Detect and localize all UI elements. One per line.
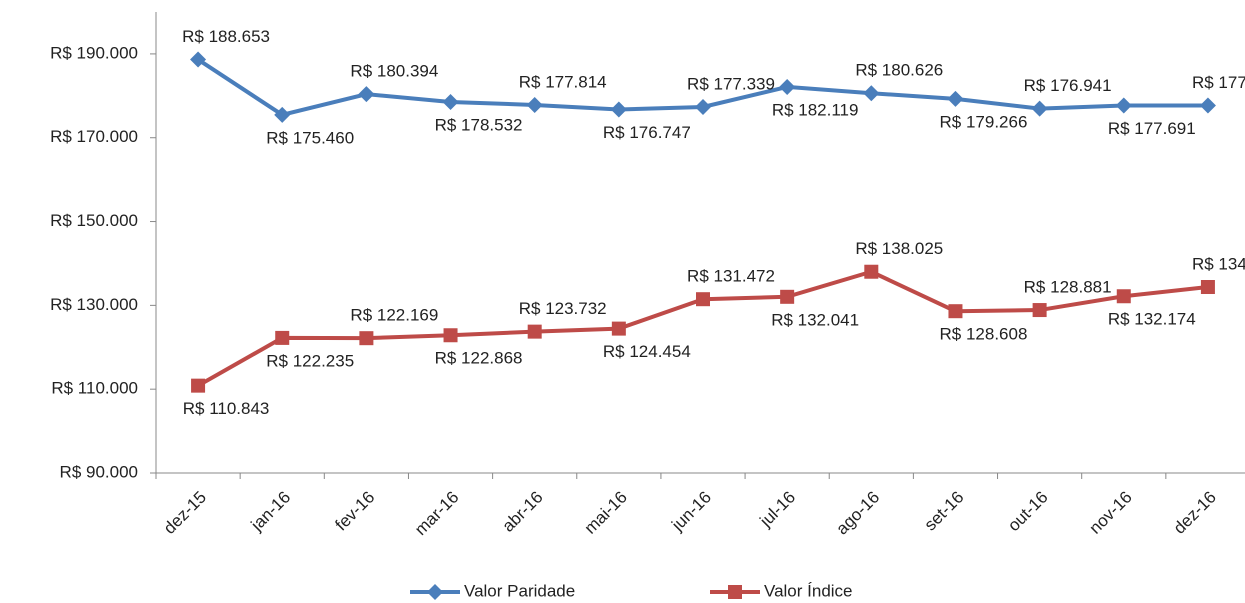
- x-tick-label: set-16: [921, 488, 968, 535]
- x-tick-label: jan-16: [247, 488, 295, 536]
- point: [1031, 100, 1048, 117]
- value-label: R$ 131.472: [687, 267, 775, 286]
- point: [1115, 97, 1132, 114]
- y-tick-label: R$ 90.000: [60, 462, 138, 481]
- x-tick-label: jul-16: [756, 488, 800, 532]
- value-label: R$ 123.732: [519, 299, 607, 318]
- point: [779, 78, 796, 95]
- x-tick-label: jun-16: [667, 488, 715, 536]
- y-tick-label: R$ 150.000: [50, 211, 138, 230]
- x-tick-label: mai-16: [581, 488, 631, 538]
- point: [526, 96, 543, 113]
- value-label: R$ 176.941: [1024, 76, 1112, 95]
- point: [947, 90, 964, 107]
- point: [190, 51, 207, 68]
- value-label: R$ 177.814: [519, 72, 607, 91]
- x-tick-label: fev-16: [332, 488, 379, 535]
- value-label: R$ 124.454: [603, 342, 691, 361]
- value-label: R$ 179.266: [940, 112, 1028, 131]
- x-tick-label: nov-16: [1086, 488, 1136, 538]
- value-label: R$ 128.881: [1024, 278, 1112, 297]
- value-label: R$ 128.608: [940, 325, 1028, 344]
- value-label: R$ 110.843: [183, 399, 270, 418]
- point: [780, 289, 795, 304]
- point: [1199, 97, 1216, 114]
- point: [611, 321, 626, 336]
- point: [275, 330, 290, 345]
- y-tick-label: R$ 190.000: [50, 43, 138, 62]
- point: [1032, 303, 1047, 318]
- point: [1200, 280, 1215, 295]
- y-tick-label: R$ 170.000: [50, 127, 138, 146]
- value-label: R$ 122.169: [350, 306, 438, 325]
- point: [696, 292, 710, 307]
- point: [191, 378, 206, 393]
- value-label: R$ 132.174: [1108, 310, 1196, 329]
- x-tick-label: abr-16: [499, 488, 547, 536]
- value-label: R$ 122.235: [266, 351, 354, 370]
- value-label: R$ 132.041: [771, 310, 859, 329]
- point: [948, 304, 963, 319]
- value-label: R$ 175.460: [266, 128, 354, 147]
- point: [1116, 289, 1131, 304]
- value-label: R$ 177.691: [1192, 73, 1245, 92]
- x-tick-label: mar-16: [411, 488, 463, 540]
- x-tick-label: out-16: [1004, 488, 1052, 536]
- value-label: R$ 180.626: [855, 61, 943, 80]
- legend-label: Valor Índice: [764, 581, 853, 600]
- value-label: R$ 138.025: [855, 239, 943, 258]
- x-tick-label: dez-15: [160, 488, 210, 538]
- point: [443, 328, 458, 343]
- point: [863, 85, 880, 102]
- legend-marker: [427, 584, 443, 600]
- x-tick-label: dez-16: [1170, 488, 1220, 538]
- point: [274, 106, 291, 123]
- value-label: R$ 188.653: [182, 27, 270, 46]
- x-tick-label: ago-16: [832, 488, 883, 539]
- value-label: R$ 134.381: [1192, 254, 1245, 273]
- value-label: R$ 177.691: [1108, 119, 1196, 138]
- value-label: R$ 178.532: [435, 115, 523, 134]
- point: [442, 93, 459, 110]
- value-label: R$ 177.339: [687, 74, 775, 93]
- value-label: R$ 122.868: [435, 349, 523, 368]
- point: [527, 324, 542, 339]
- y-tick-label: R$ 130.000: [50, 295, 138, 314]
- value-label: R$ 182.119: [772, 100, 859, 119]
- value-label: R$ 176.747: [603, 123, 691, 142]
- value-label: R$ 180.394: [350, 62, 438, 81]
- point: [864, 264, 879, 279]
- y-tick-label: R$ 110.000: [51, 379, 138, 398]
- point: [358, 86, 375, 103]
- point: [359, 331, 374, 346]
- legend-label: Valor Paridade: [464, 581, 575, 600]
- point: [695, 98, 711, 115]
- point: [610, 101, 627, 118]
- legend-marker: [728, 585, 742, 599]
